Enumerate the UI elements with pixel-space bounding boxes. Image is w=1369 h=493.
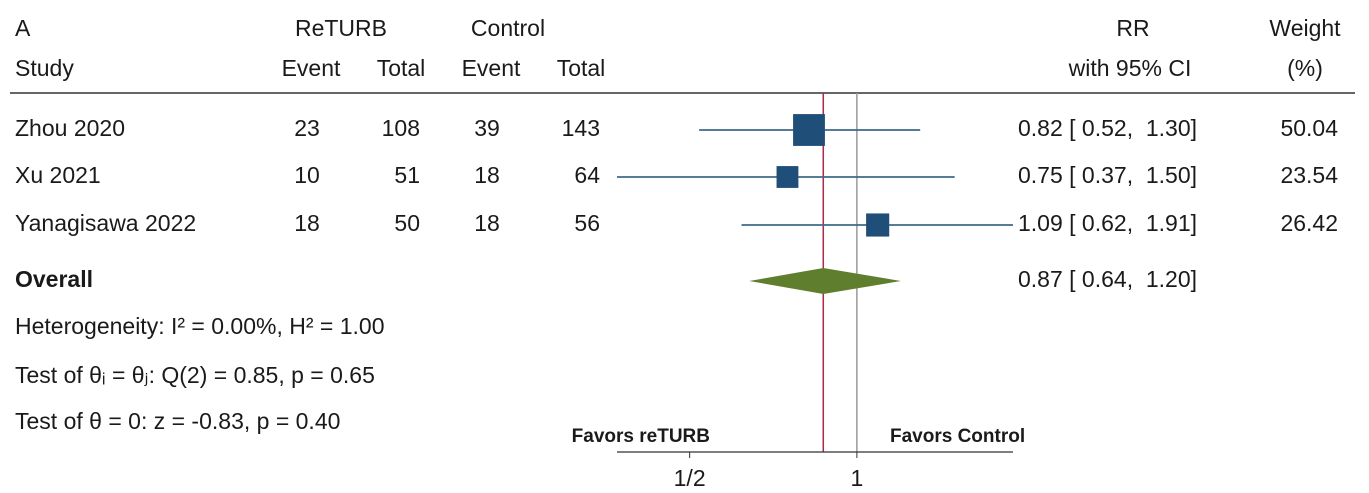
stat-line: Test of θ = 0: z = -0.83, p = 0.40 — [15, 408, 340, 434]
group-header: ReTURB — [295, 15, 387, 41]
favors-label: Favors reTURB — [572, 426, 710, 447]
overall-diamond — [749, 268, 901, 294]
total-count: 64 — [574, 162, 600, 188]
event-count: 10 — [294, 162, 320, 188]
estimate-label: 1.09 [ 0.62, 1.91] — [1018, 210, 1197, 236]
column-header: Study — [15, 55, 74, 81]
column-header: Event — [282, 55, 341, 81]
panel-label: A — [15, 15, 31, 41]
total-count: 50 — [394, 210, 420, 236]
study-estimate — [793, 114, 825, 146]
total-count: 108 — [382, 115, 420, 141]
effect-header: with 95% CI — [1068, 55, 1192, 81]
estimate-label: 0.87 [ 0.64, 1.20] — [1018, 266, 1197, 292]
total-count: 143 — [562, 115, 600, 141]
estimate-label: 0.82 [ 0.52, 1.30] — [1018, 115, 1197, 141]
event-count: 18 — [294, 210, 320, 236]
event-count: 39 — [474, 115, 500, 141]
stat-line: Test of θᵢ = θⱼ: Q(2) = 0.85, p = 0.65 — [15, 362, 375, 388]
study-name: Xu 2021 — [15, 162, 101, 188]
x-tick-label: 1/2 — [674, 465, 706, 491]
estimate-label: 0.75 [ 0.37, 1.50] — [1018, 162, 1197, 188]
column-header: Event — [462, 55, 521, 81]
event-count: 23 — [294, 115, 320, 141]
study-name: Zhou 2020 — [15, 115, 125, 141]
overall-name: Overall — [15, 266, 93, 292]
favors-label: Favors Control — [890, 426, 1025, 447]
total-count: 56 — [574, 210, 600, 236]
study-estimate — [866, 213, 890, 237]
study-name: Yanagisawa 2022 — [15, 210, 196, 236]
x-tick-label: 1 — [850, 465, 863, 491]
weight-value: 50.04 — [1280, 115, 1338, 141]
study-estimate — [776, 166, 799, 188]
stat-line: Heterogeneity: I² = 0.00%, H² = 1.00 — [15, 313, 384, 339]
event-count: 18 — [474, 210, 500, 236]
total-count: 51 — [394, 162, 420, 188]
weight-value: 26.42 — [1280, 210, 1338, 236]
weight-header: Weight — [1269, 15, 1341, 41]
weight-value: 23.54 — [1280, 162, 1338, 188]
weight-header: (%) — [1287, 55, 1323, 81]
group-header: Control — [471, 15, 545, 41]
effect-header: RR — [1116, 15, 1149, 41]
column-header: Total — [377, 55, 426, 81]
event-count: 18 — [474, 162, 500, 188]
column-header: Total — [557, 55, 606, 81]
